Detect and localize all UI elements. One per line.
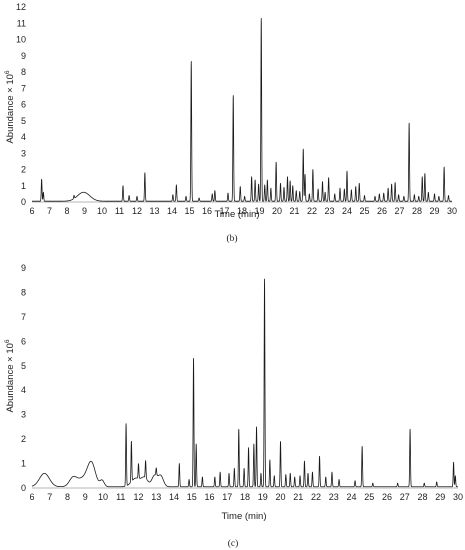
x-tick-label: 20	[272, 206, 282, 216]
panel-c-y-axis-title-base: Abundance × 10	[5, 343, 16, 412]
y-tick-label: 9	[21, 263, 26, 273]
x-tick-label: 14	[167, 206, 177, 216]
panel-b-y-axis-title-exponent: 6	[4, 70, 11, 74]
panel-c-y-axis-title-exponent: 6	[4, 339, 11, 343]
y-tick-label: 6	[21, 100, 26, 110]
y-tick-label: 3	[21, 410, 26, 420]
y-tick-label: 3	[21, 148, 26, 158]
panel-b-label: (b)	[226, 233, 237, 244]
x-tick-label: 18	[240, 492, 250, 502]
x-tick-label: 9	[83, 492, 88, 502]
y-tick-label: 1	[21, 459, 26, 469]
x-tick-label: 7	[47, 492, 52, 502]
y-tick-label: 1	[21, 181, 26, 191]
x-tick-label: 22	[307, 206, 317, 216]
x-tick-label: 30	[453, 492, 463, 502]
x-tick-label: 23	[324, 206, 334, 216]
x-tick-label: 26	[377, 206, 387, 216]
x-tick-label: 29	[435, 492, 445, 502]
x-tick-label: 20	[275, 492, 285, 502]
x-tick-label: 19	[254, 206, 264, 216]
y-tick-label: 10	[16, 35, 26, 45]
x-tick-label: 29	[429, 206, 439, 216]
y-tick-label: 0	[21, 197, 26, 207]
panel-c-trace	[31, 278, 459, 488]
x-tick-label: 23	[329, 492, 339, 502]
x-tick-label: 16	[204, 492, 214, 502]
x-tick-label: 26	[382, 492, 392, 502]
x-tick-label: 16	[202, 206, 212, 216]
x-tick-label: 12	[132, 206, 142, 216]
y-tick-label: 8	[21, 67, 26, 77]
y-tick-label: 9	[21, 51, 26, 61]
panel-b-y-axis-title-base: Abundance × 10	[5, 74, 16, 143]
x-tick-label: 9	[82, 206, 87, 216]
x-tick-label: 13	[151, 492, 161, 502]
x-tick-label: 8	[64, 206, 69, 216]
y-tick-label: 4	[21, 132, 26, 142]
x-tick-label: 15	[184, 206, 194, 216]
y-tick-label: 11	[17, 18, 26, 28]
x-tick-label: 11	[116, 492, 125, 502]
x-tick-label: 25	[364, 492, 374, 502]
panel-c-x-ticks: 6 7 8 9 10 11 12 13 14 15 16 17 18 19 20 21 22 23 24 25 26 27…	[29, 492, 463, 502]
y-tick-label: 7	[21, 312, 26, 322]
panel-b-y-axis-title: Abundance × 106	[4, 70, 16, 143]
y-tick-label: 4	[21, 385, 26, 395]
y-tick-label: 5	[21, 361, 26, 371]
x-tick-label: 21	[293, 492, 303, 502]
panel-c: 6 7 8 9 10 11 12 13 14 15 16 17 18 19 20 21 22 23 24 25 26 27…	[4, 263, 463, 549]
x-tick-label: 11	[115, 206, 124, 216]
x-tick-label: 18	[237, 206, 247, 216]
y-tick-label: 6	[21, 336, 26, 346]
x-tick-label: 22	[311, 492, 321, 502]
x-tick-label: 27	[400, 492, 410, 502]
y-tick-label: 12	[16, 2, 26, 12]
x-tick-label: 17	[219, 206, 229, 216]
x-tick-label: 27	[394, 206, 404, 216]
x-tick-label: 6	[29, 206, 34, 216]
x-tick-label: 10	[98, 492, 108, 502]
x-tick-label: 24	[346, 492, 356, 502]
x-tick-label: 21	[289, 206, 299, 216]
x-tick-label: 8	[65, 492, 70, 502]
panel-c-y-axis-title: Abundance × 106	[4, 339, 16, 412]
panel-b-trace	[31, 17, 453, 202]
x-tick-label: 17	[222, 492, 232, 502]
panel-c-y-ticks: 0 1 2 3 4 5 6 7 8 9	[21, 263, 26, 493]
x-tick-label: 6	[29, 492, 34, 502]
x-tick-label: 7	[47, 206, 52, 216]
panel-c-label: (c)	[228, 538, 239, 549]
y-tick-label: 0	[21, 483, 26, 493]
x-tick-label: 15	[187, 492, 197, 502]
x-tick-label: 10	[97, 206, 107, 216]
y-tick-label: 7	[21, 83, 26, 93]
y-tick-label: 8	[21, 287, 26, 297]
y-tick-label: 2	[21, 434, 26, 444]
x-tick-label: 28	[412, 206, 422, 216]
x-tick-label: 13	[149, 206, 159, 216]
panel-b: 6 7 8 9 10 11 12 13 14 15 16 17 18 19 20 21 22 23 24 25 26 27…	[4, 2, 457, 244]
x-tick-label: 25	[359, 206, 369, 216]
y-tick-label: 5	[21, 116, 26, 126]
panel-c-x-axis-title: Time (min)	[221, 511, 266, 522]
x-tick-label: 24	[342, 206, 352, 216]
x-tick-label: 28	[417, 492, 427, 502]
y-tick-label: 2	[21, 165, 26, 175]
panel-b-x-axis-title: Time (min)	[214, 209, 259, 220]
panel-b-x-ticks: 6 7 8 9 10 11 12 13 14 15 16 17 18 19 20 21 22 23 24 25 26 27…	[29, 206, 457, 216]
x-tick-label: 30	[447, 206, 457, 216]
x-tick-label: 14	[169, 492, 179, 502]
x-tick-label: 19	[258, 492, 268, 502]
x-tick-label: 12	[133, 492, 143, 502]
